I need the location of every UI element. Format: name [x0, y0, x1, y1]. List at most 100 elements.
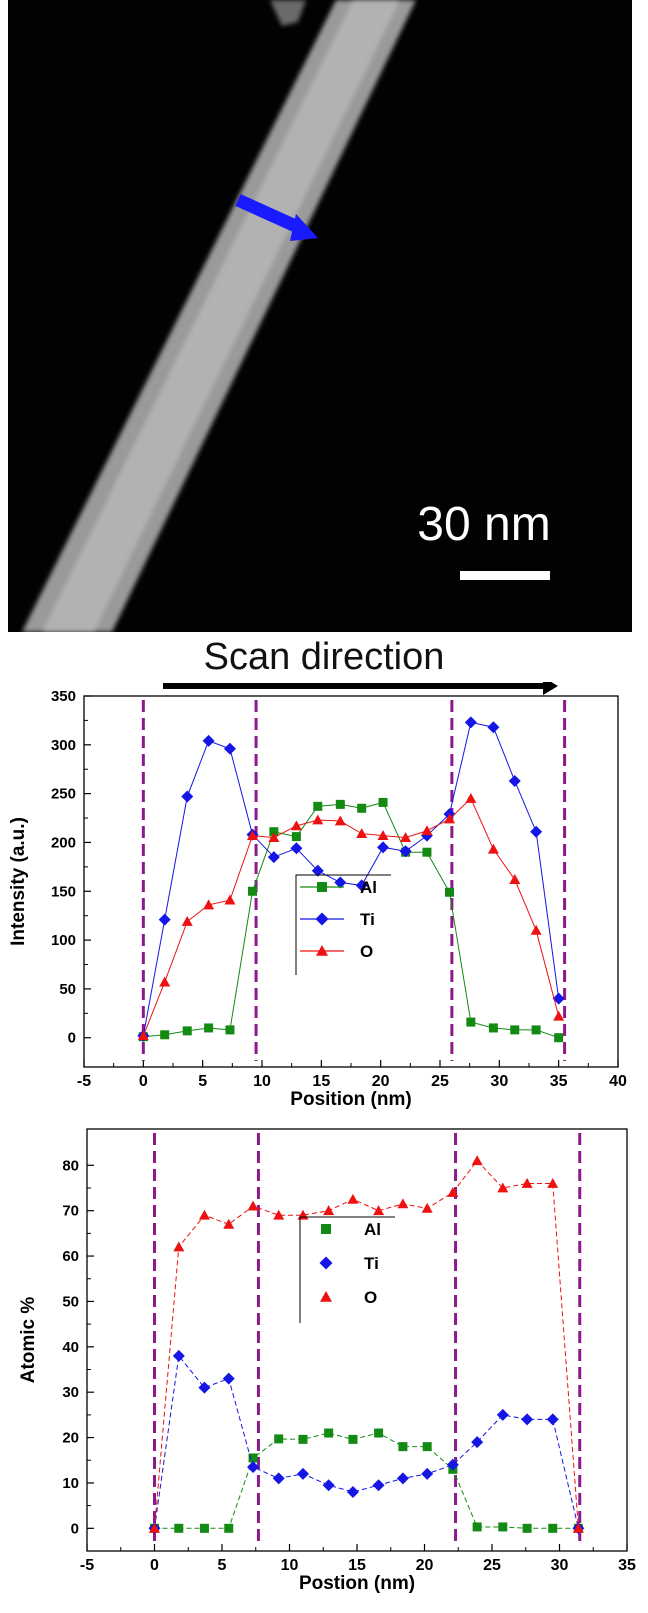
scale-bar — [460, 571, 550, 580]
legend-label-al: Al — [364, 1220, 381, 1239]
data-point-ti — [223, 742, 236, 755]
x-tick-label: 20 — [372, 1073, 390, 1090]
data-point-al — [374, 1428, 384, 1438]
series-line-al — [143, 801, 559, 1039]
data-point-o — [356, 828, 368, 839]
data-point-al — [348, 1434, 358, 1444]
x-tick-label: 25 — [483, 1557, 501, 1574]
series-line-ti — [142, 721, 560, 1036]
data-point-al — [531, 1025, 541, 1035]
data-point-al — [204, 1023, 214, 1033]
data-point-ti — [521, 1413, 534, 1426]
data-point-o — [547, 1177, 559, 1188]
plot-frame — [86, 1128, 628, 1552]
data-point-al — [398, 1442, 408, 1452]
y-axis-label: Atomic % — [18, 1297, 39, 1384]
data-point-o — [268, 832, 280, 842]
data-point-o — [497, 1182, 509, 1193]
data-point-o — [198, 1209, 210, 1220]
y-tick-label: 350 — [51, 688, 76, 705]
legend-label-ti: Ti — [364, 1254, 379, 1273]
data-point-ti — [421, 1467, 434, 1480]
legend-marker-al — [321, 1224, 331, 1234]
series-points-al — [138, 797, 564, 1043]
data-point-o — [347, 1193, 359, 1204]
data-point-ti — [546, 1413, 559, 1426]
data-point-al — [498, 1522, 508, 1532]
x-tick-label: 15 — [348, 1557, 366, 1574]
stem-micrograph: 30 nm — [8, 0, 632, 632]
x-tick-label: 30 — [490, 1073, 508, 1090]
data-point-ti — [202, 734, 215, 747]
data-point-al — [199, 1523, 209, 1533]
scan-arrow — [235, 194, 318, 241]
data-point-al — [378, 797, 388, 807]
y-tick-label: 50 — [62, 1293, 79, 1310]
y-tick-label: 250 — [51, 786, 76, 803]
y-tick-label: 70 — [62, 1203, 79, 1220]
data-point-o — [521, 1177, 533, 1188]
data-point-al — [554, 1033, 564, 1043]
y-tick-label: 10 — [62, 1475, 79, 1492]
y-tick-label: 100 — [51, 932, 76, 949]
data-point-ti — [464, 716, 477, 729]
data-point-o — [553, 1010, 565, 1021]
y-tick-label: 20 — [62, 1430, 79, 1447]
series-line-o — [154, 1159, 579, 1529]
scan-direction-label: Scan direction — [203, 636, 445, 678]
data-point-o — [290, 820, 302, 831]
data-point-ti — [322, 1479, 335, 1492]
x-tick-label: -5 — [80, 1557, 94, 1574]
data-point-ti — [334, 876, 347, 889]
data-point-o — [487, 843, 499, 854]
data-point-al — [298, 1434, 308, 1444]
atomic-percent-chart: -5 0 5 10 15 20 25 30 35 0 10 20 30 40 50 60 70 80 Postion… — [18, 1128, 636, 1594]
y-tick-label: 200 — [51, 834, 76, 851]
data-point-o — [273, 1209, 285, 1220]
data-point-ti — [377, 841, 390, 854]
data-point-ti — [172, 1349, 185, 1362]
data-point-al — [248, 1453, 258, 1463]
data-point-o — [137, 1030, 149, 1041]
x-tick-label: 10 — [281, 1557, 299, 1574]
data-point-ti — [396, 1472, 409, 1485]
plot-frame — [83, 695, 619, 1068]
data-point-al — [357, 803, 367, 813]
data-point-al — [248, 886, 258, 896]
legend-marker-o — [320, 1291, 332, 1302]
data-point-o — [149, 1522, 160, 1533]
legend-frame — [299, 1216, 395, 1323]
x-tick-label: 30 — [551, 1557, 569, 1574]
x-axis-label: Postion (nm) — [299, 1573, 415, 1594]
x-axis-label: Position (nm) — [290, 1089, 411, 1110]
data-point-ti — [508, 774, 521, 787]
data-point-o — [323, 1205, 335, 1216]
data-point-al — [291, 832, 301, 842]
data-point-ti — [247, 1461, 260, 1474]
data-point-o — [443, 813, 455, 824]
x-tick-label: 5 — [218, 1557, 227, 1574]
legend-label-o: O — [360, 942, 373, 961]
x-tick-label: 0 — [139, 1073, 148, 1090]
x-tick-label: 5 — [198, 1073, 207, 1090]
series-points-ti — [137, 716, 565, 1042]
data-point-ti — [355, 879, 368, 892]
data-point-al — [466, 1017, 476, 1027]
data-point-o — [447, 1187, 459, 1197]
data-point-al — [225, 1025, 235, 1035]
series-points-o — [149, 1155, 584, 1533]
y-tick-label: 300 — [51, 737, 76, 754]
y-tick-label: 30 — [62, 1384, 79, 1401]
data-point-o — [421, 825, 433, 836]
legend: Al Ti O — [299, 1216, 395, 1323]
legend-marker-ti — [315, 912, 329, 926]
data-point-ti — [158, 913, 171, 926]
y-axis-label: Intensity (a.u.) — [8, 817, 29, 946]
y-tick-label: 0 — [71, 1520, 79, 1537]
data-point-al — [522, 1523, 532, 1533]
data-point-ti — [267, 851, 280, 864]
y-tick-label: 0 — [68, 1030, 76, 1047]
x-tick-label: -5 — [77, 1073, 91, 1090]
data-point-ti — [272, 1472, 285, 1485]
data-point-al — [182, 1026, 192, 1036]
